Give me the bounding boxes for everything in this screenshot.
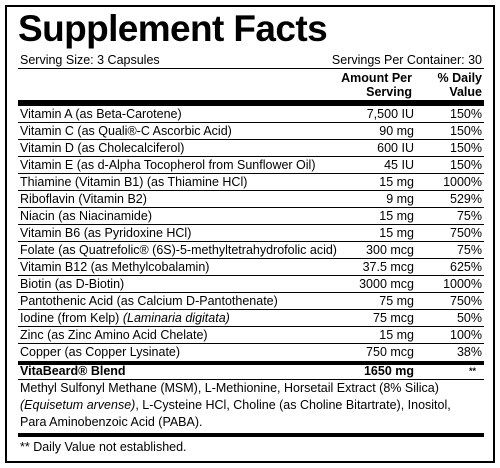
- daily-value: 150%: [450, 141, 482, 155]
- nutrient-name: Vitamin B6 (as Pyridoxine HCl): [20, 226, 192, 240]
- nutrient-name: Folate (as Quatrefolic® (6S)-5-methyltet…: [20, 243, 337, 257]
- amount: 750 mcg: [366, 345, 414, 359]
- divider: [18, 68, 484, 69]
- nutrient-row: Vitamin C (as Quali®-C Ascorbic Acid) 90 …: [18, 123, 484, 140]
- nutrient-name: Niacin (as Niacinamide): [20, 209, 152, 223]
- amount: 600 IU: [377, 141, 414, 155]
- nutrient-row: Folate (as Quatrefolic® (6S)-5-methyltet…: [18, 242, 484, 259]
- supplement-facts-panel: Supplement Facts Serving Size: 3 Capsule…: [5, 5, 495, 463]
- daily-value: 75%: [456, 209, 482, 223]
- blend-description: Methyl Sulfonyl Methane (MSM), L-Methion…: [20, 380, 479, 431]
- thick-divider: [18, 361, 484, 365]
- nutrient-name: Biotin (as D-Biotin): [20, 277, 125, 291]
- daily-value-header: % Daily Value: [437, 71, 482, 99]
- name-part: (Laminaria digitata): [122, 311, 230, 325]
- nutrient-name: Iodine (from Kelp) (Laminaria digitata): [20, 310, 230, 327]
- amount: 15 mg: [379, 175, 414, 189]
- amount: 300 mcg: [366, 243, 414, 257]
- nutrient-name: Thiamine (Vitamin B1) (as Thiamine HCl): [20, 175, 248, 189]
- nutrient-row: Niacin (as Niacinamide) 15 mg 75%: [18, 208, 484, 225]
- amount-header: Amount Per Serving: [341, 71, 412, 99]
- amount: 90 mg: [379, 124, 414, 138]
- description-italic: (Equisetum arvense): [20, 398, 136, 412]
- daily-value: 75%: [456, 243, 482, 257]
- description-text: Methyl Sulfonyl Methane (MSM), L-Methion…: [20, 381, 439, 395]
- blend-row: VitaBeard® Blend 1650 mg **: [18, 363, 484, 380]
- blend-amount: 1650 mg: [363, 364, 414, 378]
- nutrient-row: Vitamin B12 (as Methylcobalamin) 37.5 mcg…: [18, 259, 484, 276]
- nutrient-row: Vitamin A (as Beta-Carotene) 7,500 IU 150%: [18, 106, 484, 123]
- daily-value: 38%: [456, 345, 482, 359]
- nutrient-row: Pantothenic Acid (as Calcium D-Pantothen…: [18, 293, 484, 310]
- nutrient-name: Riboflavin (Vitamin B2): [20, 192, 147, 206]
- blend-name: VitaBeard® Blend: [20, 364, 126, 378]
- daily-value: 150%: [450, 107, 482, 121]
- name-part: Iodine (from Kelp): [20, 311, 123, 325]
- daily-value: 750%: [450, 294, 482, 308]
- nutrient-name: Vitamin B12 (as Methylcobalamin): [20, 260, 210, 274]
- nutrient-name: Vitamin D (as Cholecalciferol): [20, 141, 185, 155]
- nutrient-row: Zinc (as Zinc Amino Acid Chelate) 15 mg 10…: [18, 327, 484, 344]
- nutrient-row: Vitamin E (as d-Alpha Tocopherol from Su…: [18, 157, 484, 174]
- amount: 9 mg: [386, 192, 414, 206]
- amount: 15 mg: [379, 226, 414, 240]
- amount: 7,500 IU: [366, 107, 414, 121]
- nutrient-name: Vitamin C (as Quali®-C Ascorbic Acid): [20, 124, 232, 138]
- nutrient-row: Thiamine (Vitamin B1) (as Thiamine HCl) 1…: [18, 174, 484, 191]
- amount: 15 mg: [379, 209, 414, 223]
- daily-value: 625%: [450, 260, 482, 274]
- amount: 15 mg: [379, 328, 414, 342]
- daily-value: 1000%: [443, 175, 482, 189]
- amount: 75 mcg: [373, 311, 414, 325]
- footnote: ** Daily Value not established.: [20, 440, 187, 454]
- nutrient-row: Iodine (from Kelp) (Laminaria digitata) 7…: [18, 310, 484, 327]
- daily-value: 50%: [456, 311, 482, 325]
- nutrient-row: Copper (as Copper Lysinate) 750 mcg 38%: [18, 344, 484, 361]
- daily-value: 1000%: [443, 277, 482, 291]
- servings-per-container: Servings Per Container: 30: [331, 53, 482, 67]
- thick-divider: [18, 100, 484, 106]
- nutrient-row: Vitamin D (as Cholecalciferol) 600 IU 150%: [18, 140, 484, 157]
- serving-size: Serving Size: 3 Capsules: [20, 53, 160, 67]
- daily-value: 750%: [450, 226, 482, 240]
- nutrient-name: Copper (as Copper Lysinate): [20, 345, 181, 359]
- nutrient-name: Zinc (as Zinc Amino Acid Chelate): [20, 328, 208, 342]
- nutrient-name: Vitamin E (as d-Alpha Tocopherol from Su…: [20, 158, 316, 172]
- amount: 3000 mcg: [359, 277, 414, 291]
- daily-value: 150%: [450, 158, 482, 172]
- blend-dv: **: [468, 366, 476, 376]
- daily-value: 529%: [450, 192, 482, 206]
- nutrient-row: Vitamin B6 (as Pyridoxine HCl) 15 mg 750%: [18, 225, 484, 242]
- nutrient-name: Vitamin A (as Beta-Carotene): [20, 107, 182, 121]
- amount: 75 mg: [379, 294, 414, 308]
- amount: 37.5 mcg: [362, 260, 414, 274]
- daily-value: 100%: [450, 328, 482, 342]
- thick-divider: [18, 433, 484, 437]
- amount: 45 IU: [384, 158, 414, 172]
- title: Supplement Facts: [18, 8, 328, 49]
- description-text: , L-Cysteine HCl, Choline (as Choline Bi…: [20, 398, 451, 429]
- nutrient-name: Pantothenic Acid (as Calcium D-Pantothen…: [20, 294, 278, 308]
- daily-value: 150%: [450, 124, 482, 138]
- nutrient-row: Biotin (as D-Biotin) 3000 mcg 1000%: [18, 276, 484, 293]
- nutrient-row: Riboflavin (Vitamin B2) 9 mg 529%: [18, 191, 484, 208]
